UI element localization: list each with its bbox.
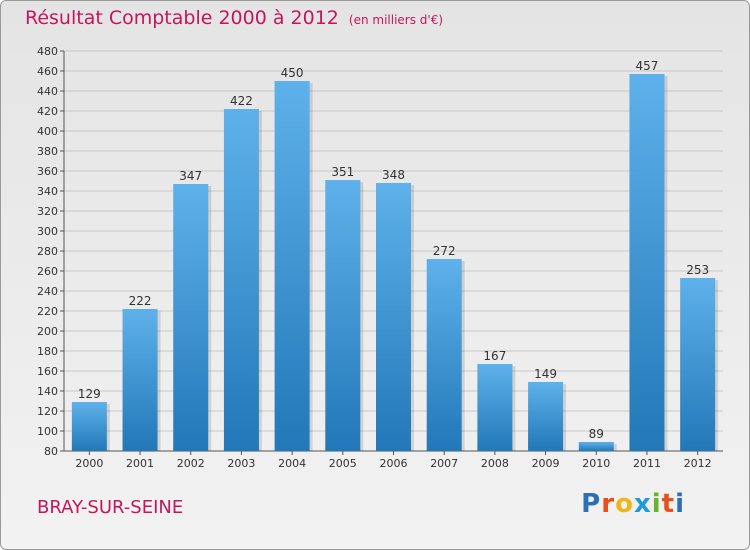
chart-unit: (en milliers d'€) — [348, 13, 444, 27]
x-tick-label: 2008 — [481, 457, 509, 470]
y-tick-label: 100 — [37, 425, 58, 438]
bar — [426, 259, 462, 451]
bar — [71, 402, 107, 451]
logo-letter: t — [661, 489, 676, 519]
y-tick-label: 460 — [37, 65, 58, 78]
bar — [528, 382, 564, 451]
bar — [477, 364, 513, 451]
y-tick-label: 420 — [37, 105, 58, 118]
bar-value-label: 351 — [331, 165, 354, 179]
bar-value-label: 253 — [686, 263, 709, 277]
y-tick-label: 300 — [37, 225, 58, 238]
bar-value-label: 129 — [78, 387, 101, 401]
bar-value-label: 149 — [534, 367, 557, 381]
x-tick-label: 2006 — [380, 457, 408, 470]
bar-value-label: 450 — [281, 66, 304, 80]
y-tick-label: 380 — [37, 145, 58, 158]
bar-value-label: 457 — [636, 59, 659, 73]
logo-letter: i — [675, 489, 685, 519]
x-tick-label: 2007 — [430, 457, 458, 470]
y-tick-label: 220 — [37, 305, 58, 318]
x-tick-label: 2003 — [227, 457, 255, 470]
bar — [629, 74, 665, 451]
y-tick-label: 480 — [37, 45, 58, 58]
bars — [71, 74, 719, 451]
x-tick-label: 2002 — [177, 457, 205, 470]
y-tick-label: 280 — [37, 245, 58, 258]
bar-value-label: 167 — [483, 349, 506, 363]
bar-value-label: 347 — [179, 169, 202, 183]
bar-value-label: 272 — [433, 244, 456, 258]
bar — [173, 184, 209, 451]
bar — [680, 278, 716, 451]
commune-name: BRAY-SUR-SEINE — [37, 497, 184, 518]
bar-value-label: 348 — [382, 168, 405, 182]
axes: 80 100 120 140 160 180 200 220 240 260 280 300 320 34… — [37, 45, 723, 470]
chart-title: Résultat Comptable 2000 à 2012 (en millie… — [25, 7, 443, 29]
bar — [376, 183, 411, 451]
chart-title-text: Résultat Comptable 2000 à 2012 — [25, 7, 339, 29]
x-tick-label: 2011 — [633, 457, 661, 470]
x-tick-label: 2004 — [278, 457, 306, 470]
logo-letter: P — [581, 489, 602, 519]
y-tick-label: 360 — [37, 165, 58, 178]
proxiti-logo: Proxiti — [581, 489, 685, 519]
y-tick-label: 260 — [37, 265, 58, 278]
y-tick-label: 180 — [37, 345, 58, 358]
y-tick-label: 160 — [37, 365, 58, 378]
y-tick-label: 440 — [37, 85, 58, 98]
bar — [122, 309, 158, 451]
logo-letter: x — [633, 489, 652, 519]
y-tick-label: 80 — [44, 445, 58, 458]
y-tick-label: 340 — [37, 185, 58, 198]
y-tick-label: 200 — [37, 325, 58, 338]
bar-value-label: 422 — [230, 94, 253, 108]
bar — [578, 442, 614, 451]
y-tick-label: 320 — [37, 205, 58, 218]
y-tick-label: 120 — [37, 405, 58, 418]
x-tick-label: 2010 — [582, 457, 610, 470]
x-tick-label: 2000 — [75, 457, 103, 470]
logo-letter: i — [651, 489, 662, 519]
y-tick-label: 140 — [37, 385, 58, 398]
bar — [274, 81, 310, 451]
data-labels: 129 222 347 422 450 351 348 272 167 149 89 457 253 — [78, 59, 709, 441]
bar — [325, 180, 361, 451]
logo-letter: r — [601, 489, 616, 519]
x-tick-label: 2005 — [329, 457, 357, 470]
x-tick-label: 2012 — [684, 457, 712, 470]
logo-letter: o — [615, 489, 634, 519]
y-tick-label: 400 — [37, 125, 58, 138]
y-tick-label: 240 — [37, 285, 58, 298]
bar-value-label: 222 — [129, 294, 152, 308]
x-tick-label: 2009 — [532, 457, 560, 470]
bar-value-label: 89 — [589, 427, 604, 441]
bar — [223, 109, 259, 451]
x-tick-label: 2001 — [126, 457, 154, 470]
